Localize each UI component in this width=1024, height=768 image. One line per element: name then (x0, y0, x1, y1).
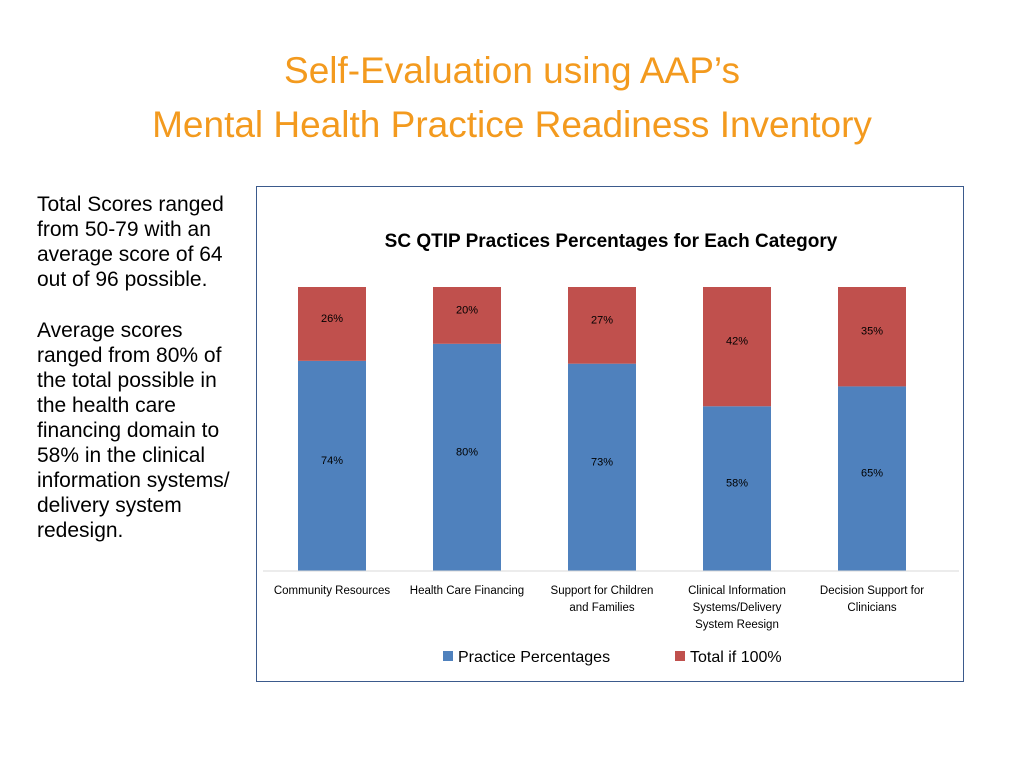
bar-segment-2-4 (703, 287, 771, 407)
bar-segment-1-4 (703, 406, 771, 571)
category-label: and Families (569, 602, 634, 614)
data-label: 73% (591, 456, 613, 468)
bar-segment-1-1 (298, 360, 366, 571)
data-label: 20% (456, 304, 478, 316)
slide-title-line-1: Self-Evaluation using AAP’s (284, 50, 740, 91)
slide-title-line-2: Mental Health Practice Readiness Invento… (152, 104, 872, 145)
bar-segment-2-3 (568, 287, 636, 364)
chart-title: SC QTIP Practices Percentages for Each C… (385, 231, 838, 252)
legend-label-1: Practice Percentages (458, 649, 610, 666)
category-label: Community Resources (274, 585, 391, 597)
slide-title: Self-Evaluation using AAP’s Mental Healt… (0, 44, 1024, 152)
category-label: Systems/Delivery (693, 602, 782, 614)
legend: Practice Percentages Total if 100% (443, 649, 782, 666)
chart-canvas: SC QTIP Practices Percentages for Each C… (263, 231, 959, 666)
category-label: Decision Support for (820, 585, 924, 597)
data-label: 74% (321, 455, 343, 467)
bar-segment-1-5 (838, 386, 906, 571)
data-label: 58% (726, 478, 748, 490)
bar-segment-2-2 (433, 287, 501, 344)
bars-layer: 74% 26% 80% 20% 73% 27% 58% 42% 65% 35% (298, 287, 906, 571)
summary-text: Total Scores ranged from 50-79 with an a… (37, 192, 237, 569)
category-labels: Community Resources Health Care Financing… (274, 585, 924, 631)
category-label: Clinicians (847, 602, 896, 614)
legend-swatch-2 (675, 651, 685, 661)
legend-swatch-1 (443, 651, 453, 661)
category-label: System Reesign (695, 619, 779, 631)
bar-segment-1-2 (433, 343, 501, 571)
data-label: 26% (321, 313, 343, 325)
data-label: 65% (861, 468, 883, 480)
bar-segment-1-3 (568, 363, 636, 571)
summary-paragraph-1: Total Scores ranged from 50-79 with an a… (37, 193, 224, 291)
summary-paragraph-2: Average scores ranged from 80% of the to… (37, 319, 230, 542)
data-label: 80% (456, 446, 478, 458)
data-label: 42% (726, 336, 748, 348)
category-label: Health Care Financing (410, 585, 524, 597)
legend-label-2: Total if 100% (690, 649, 782, 666)
bar-segment-2-1 (298, 287, 366, 361)
stacked-bar-chart: SC QTIP Practices Percentages for Each C… (256, 186, 964, 682)
bar-segment-2-5 (838, 287, 906, 387)
data-label: 27% (591, 314, 613, 326)
data-label: 35% (861, 326, 883, 338)
category-label: Clinical Information (688, 585, 786, 597)
category-label: Support for Children (551, 585, 654, 597)
